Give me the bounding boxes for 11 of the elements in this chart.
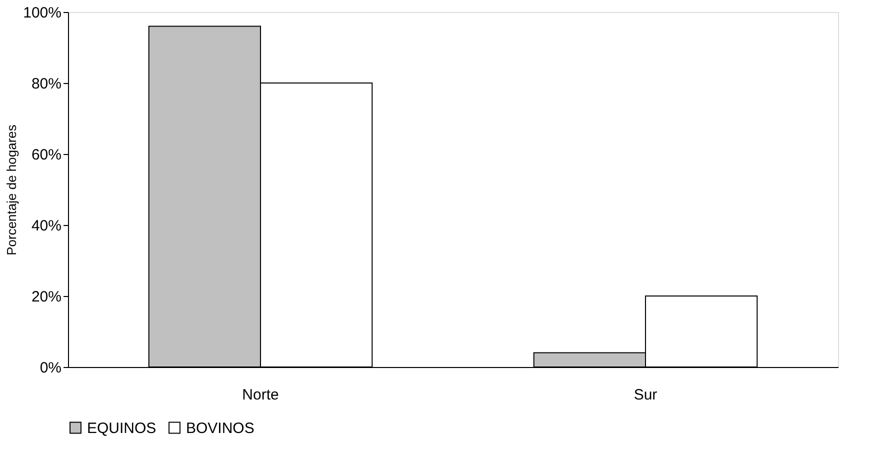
legend-label: EQUINOS — [87, 420, 156, 437]
y-tick-label: 100% — [23, 4, 62, 22]
x-tick-label: Norte — [242, 386, 279, 404]
x-tick-label: Sur — [634, 386, 658, 404]
y-tick-label: 20% — [31, 288, 62, 306]
y-axis-title: Porcentaje de hogares — [4, 124, 20, 256]
y-tick-label: 40% — [31, 218, 62, 234]
y-tick-label: 60% — [31, 146, 62, 164]
y-tick-label: 0% — [40, 360, 62, 376]
legend-label: BOVINOS — [186, 420, 254, 437]
y-tick-label: 80% — [31, 76, 62, 92]
